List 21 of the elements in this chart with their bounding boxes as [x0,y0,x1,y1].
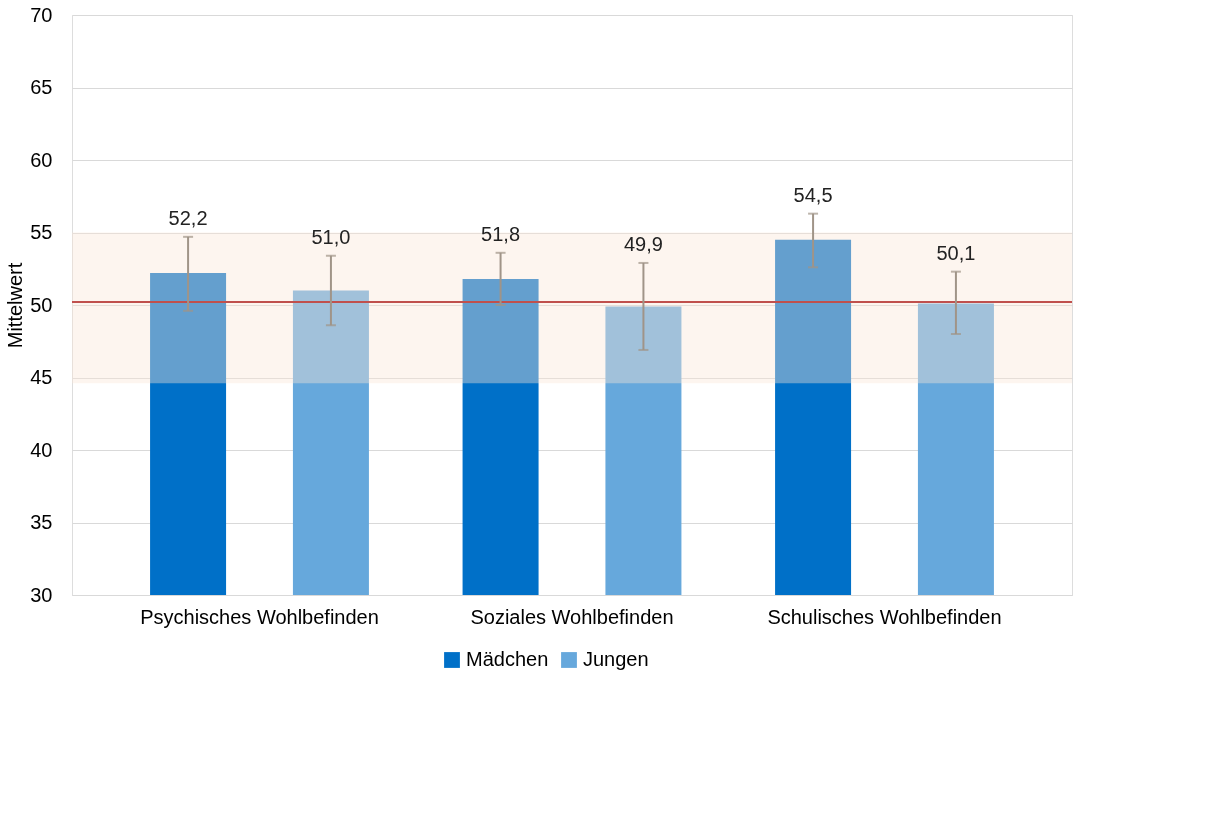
data-label: 54,5 [793,183,833,206]
x-tick-label: Schulisches Wohlbefinden [767,605,1002,628]
data-label: 52,2 [168,206,208,229]
y-tick-label: 35 [30,511,53,533]
y-tick-label: 50 [30,293,53,316]
data-label: 50,1 [936,241,976,264]
legend-label: Jungen [583,648,649,670]
y-tick-label: 45 [30,366,53,388]
y-axis-title: Mittelwert [4,262,27,349]
y-tick-label: 30 [30,583,53,606]
y-tick-label: 40 [30,438,53,461]
y-tick-label: 70 [30,3,53,26]
data-label: 51,0 [311,225,351,248]
data-label: 49,9 [623,232,663,255]
x-tick-label: Soziales Wohlbefinden [470,605,674,628]
x-tick-label: Psychisches Wohlbefinden [140,605,379,628]
y-tick-label: 65 [30,76,53,98]
y-tick-label: 60 [30,148,53,171]
data-label: 51,8 [481,222,521,245]
y-tick-label: 55 [30,221,53,243]
legend-label: Mädchen [466,648,549,670]
